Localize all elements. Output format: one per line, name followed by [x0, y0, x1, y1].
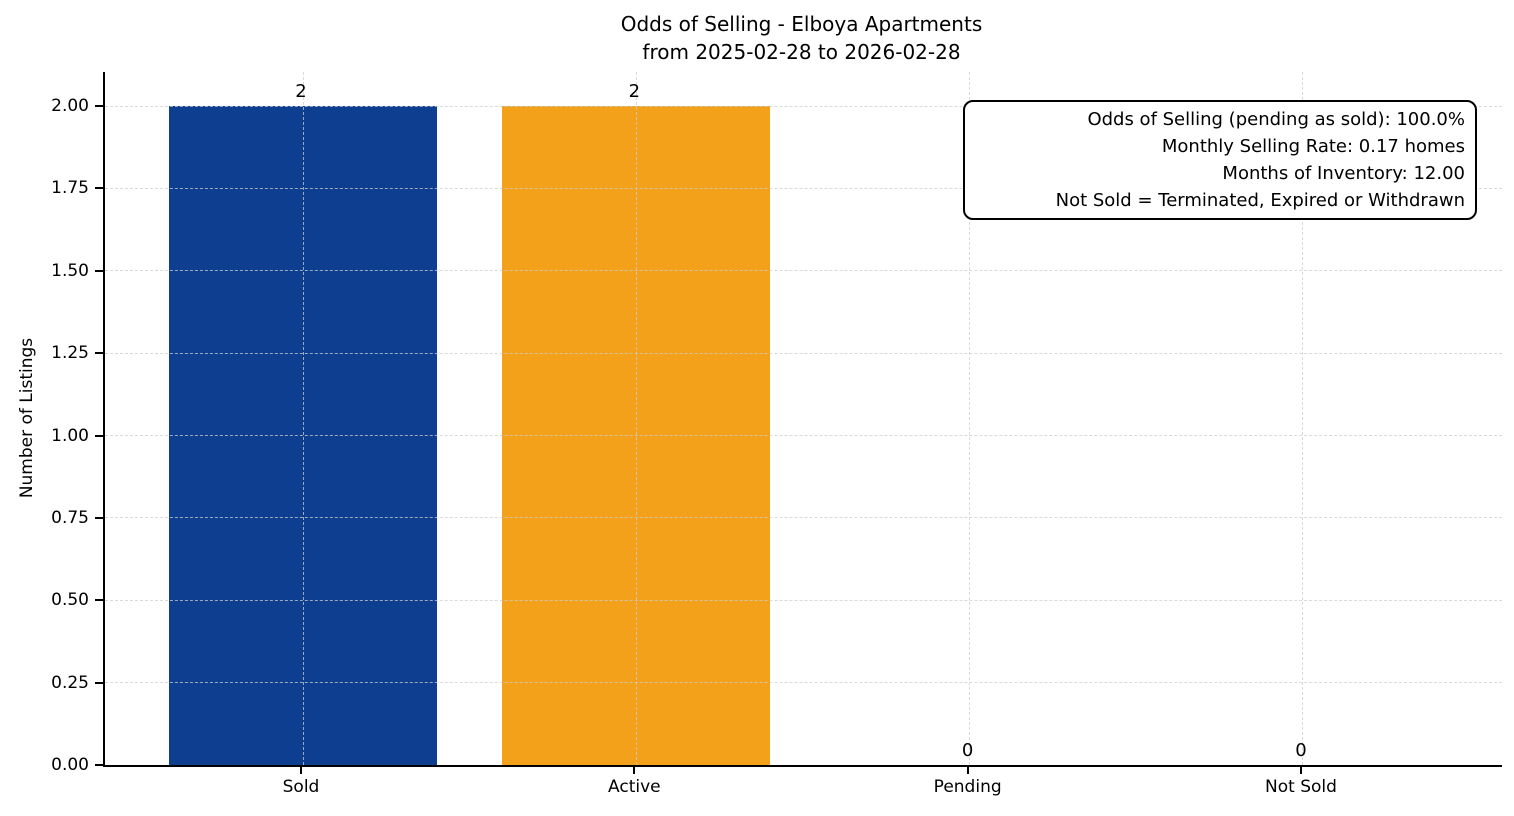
y-tick-mark	[95, 269, 103, 272]
stats-annotation-box: Odds of Selling (pending as sold): 100.0…	[963, 100, 1477, 220]
bar-value-label: 2	[628, 81, 641, 102]
y-tick-mark	[95, 434, 103, 437]
horizontal-gridline	[105, 435, 1502, 436]
annotation-monthly-selling-rate: Monthly Selling Rate: 0.17 homes	[1161, 136, 1465, 157]
y-tick-mark	[95, 187, 103, 190]
x-tick-label-not-sold: Not Sold	[1265, 777, 1337, 797]
horizontal-gridline	[105, 599, 1502, 601]
x-tick-label-active: Active	[608, 777, 661, 797]
y-tick-label: 0.25	[51, 672, 89, 693]
y-tick-label: 1.25	[51, 343, 89, 364]
vertical-gridline	[302, 72, 304, 765]
x-tick-label-sold: Sold	[282, 777, 320, 797]
horizontal-gridline	[105, 517, 1502, 519]
y-tick-label: 1.50	[51, 260, 89, 281]
y-tick-mark	[95, 681, 103, 684]
x-tick-label-pending: Pending	[933, 777, 1002, 797]
y-tick-label: 1.00	[51, 425, 89, 446]
horizontal-gridline	[105, 352, 1502, 354]
y-tick-label: 0.75	[51, 507, 89, 528]
x-tick-mark	[300, 766, 302, 774]
horizontal-gridline	[105, 187, 1502, 189]
horizontal-gridline	[105, 270, 1502, 272]
y-tick-mark	[95, 764, 103, 766]
y-tick-label: 0.00	[51, 755, 89, 775]
x-tick-mark	[633, 766, 636, 774]
y-tick-mark	[95, 105, 103, 107]
horizontal-gridline	[105, 682, 1502, 684]
x-tick-mark	[966, 766, 969, 774]
bar-value-label: 2	[295, 81, 307, 102]
annotation-not-sold-definition: Not Sold = Terminated, Expired or Withdr…	[1055, 190, 1465, 211]
y-tick-mark	[95, 599, 103, 602]
horizontal-gridline	[105, 105, 1502, 107]
annotation-months-of-inventory: Months of Inventory: 12.00	[1222, 163, 1465, 184]
y-tick-label: 0.50	[51, 590, 89, 611]
vertical-gridline	[635, 72, 637, 765]
vertical-gridline	[969, 72, 971, 765]
bar-value-label: 0	[1295, 740, 1307, 761]
chart-title-line1: Odds of Selling - Elboya Apartments	[620, 12, 983, 36]
chart-title-line2: from 2025-02-28 to 2026-02-28	[642, 40, 961, 64]
annotation-odds-of-selling: Odds of Selling (pending as sold): 100.0…	[1087, 109, 1465, 130]
plot-area	[103, 72, 1502, 767]
x-tick-mark	[1299, 766, 1302, 774]
y-tick-label: 1.75	[51, 178, 89, 199]
y-tick-mark	[95, 352, 103, 355]
y-tick-label: 2.00	[51, 96, 89, 116]
chart-title: Odds of Selling - Elboya Apartments from…	[103, 10, 1500, 66]
y-tick-mark	[95, 516, 103, 519]
bar-value-label: 0	[961, 740, 974, 761]
vertical-gridline	[1302, 72, 1304, 765]
